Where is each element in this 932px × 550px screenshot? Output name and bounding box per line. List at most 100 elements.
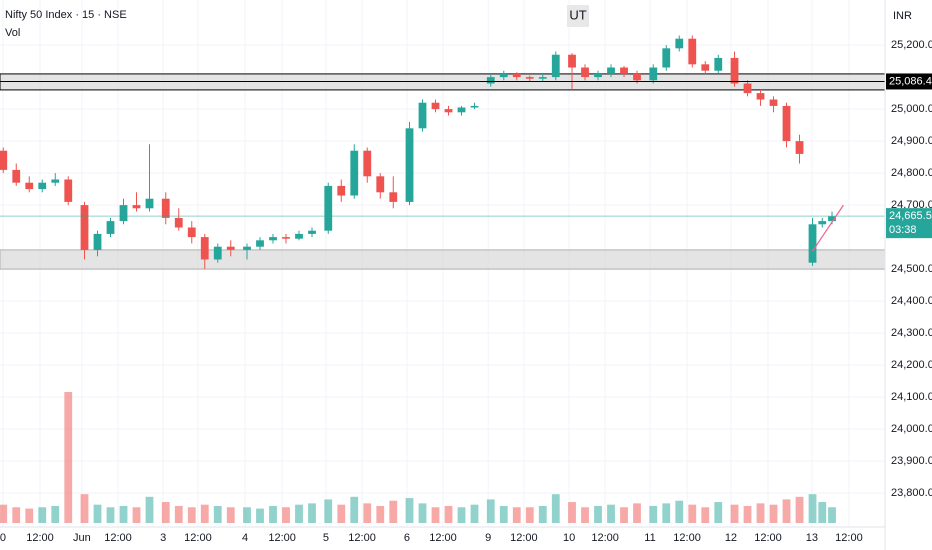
volume-bar [119,505,128,523]
price-label-box [886,73,932,90]
candle-body [499,73,508,78]
candle-body [581,67,589,78]
currency: INR [893,10,912,22]
price-label: 24,665.50 [889,210,932,222]
x-tick-label: 12 [725,532,737,544]
volume-bar [93,504,102,523]
volume-bar [25,508,34,523]
volume-bar [145,496,154,523]
candle-body [675,38,684,49]
volume-bar [324,499,333,523]
volume-bar [256,508,264,523]
x-tick-label: 5 [323,532,329,544]
x-tick-label: 10 [563,532,575,544]
candle-body [200,237,209,260]
candle-body [444,109,453,113]
candle-body [106,221,115,234]
volume-bar [730,504,739,523]
candle-body [282,237,290,239]
candle-body [93,233,102,250]
x-tick-label: 12:00 [268,532,296,544]
candle-body [161,198,170,218]
volume-bar [376,505,385,523]
x-tick-label: 12:00 [835,532,863,544]
volume-bar [714,502,723,523]
candle-body [470,105,479,108]
volume-bar [594,505,602,523]
volume-bar [187,507,196,523]
volume-bar [64,392,73,523]
volume-bar [243,507,251,523]
volume-bar [132,507,141,523]
x-tick-label: 4 [242,532,248,544]
volume-bar [620,507,628,523]
y-tick-label: 24,300.00 [891,327,932,339]
y-tick-label: 23,800.00 [891,487,932,499]
x-tick-label: 9 [485,532,491,544]
y-tick-label: 25,200.00 [891,39,932,51]
y-tick-label: 24,400.00 [891,295,932,307]
volume-bar [675,500,684,523]
volume-bar [12,507,21,523]
volume-bar [337,504,346,523]
volume-bar [38,507,47,523]
volume-bar [295,504,303,523]
candle-body [828,216,836,222]
volume-bar [662,503,671,523]
volume-bar [538,505,547,523]
candle-body [337,185,346,196]
chart-title: Nifty 50 Index · 15 · NSE [5,9,127,21]
candle-body [568,54,576,68]
trendline [812,204,844,252]
candle-body [756,93,765,100]
candle-body [457,107,466,113]
candle-body [389,192,398,202]
candle-body [551,54,560,78]
volume-bar [568,502,576,523]
volume-bar [405,498,414,523]
volume-bar [174,505,183,523]
candle-body [64,179,73,202]
y-tick-label: 25,000.00 [891,103,932,115]
candle-body [730,57,739,84]
volume-bar [818,502,827,523]
x-tick-label: 12:00 [429,532,457,544]
candle-body [0,150,8,170]
volume-bar [0,504,8,523]
volume-bar [782,499,791,523]
volume-bar [470,504,479,523]
volume-bar [444,505,453,523]
volume-bar [200,504,209,523]
candle-body [538,77,547,79]
volume-bar [581,507,589,523]
candle-body [769,99,778,106]
x-tick-label: 12:00 [754,532,782,544]
candle-body [512,73,521,78]
x-tick-label: 0 [0,532,6,544]
candle-body [662,48,671,68]
y-tick-label: 24,700.00 [891,199,932,211]
candle-body [187,227,196,238]
y-tick-label: 24,900.00 [891,135,932,147]
candle-body [818,221,827,225]
volume-bar [350,496,359,523]
volume-bar [106,507,115,523]
volume-bar [808,494,817,523]
candle-body [38,182,47,190]
volume-bar [457,507,466,523]
candle-body [782,105,791,142]
candle-body [226,246,235,250]
volume-bar [769,504,778,523]
candle-body [350,150,359,196]
badge-box [567,5,589,27]
x-tick-label: 13 [806,532,818,544]
x-tick-label: 12:00 [591,532,619,544]
candle-body [620,67,628,74]
x-tick-label: 12:00 [673,532,701,544]
candle-body [405,128,414,202]
candle-body [51,179,60,183]
price-label-box [886,208,932,239]
candle-body [795,141,804,154]
